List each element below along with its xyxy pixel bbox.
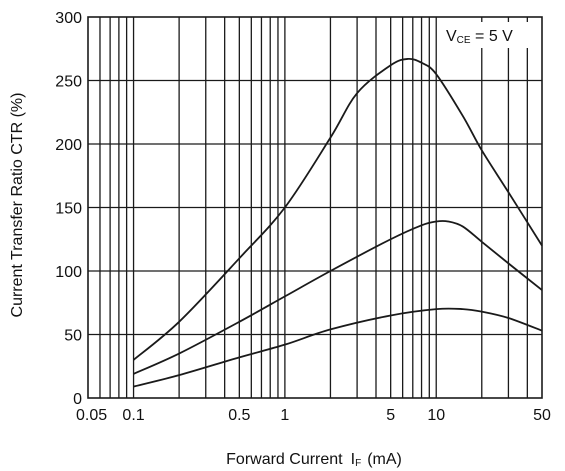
y-axis-label: Current Transfer Ratio CTR (%): [9, 93, 26, 318]
plot-frame: [87, 16, 543, 399]
y-tick-label: 0: [73, 391, 82, 408]
y-tick-label: 100: [55, 264, 82, 281]
condition-label-subscript: CE: [457, 35, 471, 46]
x-axis-label-subscript: F: [355, 458, 361, 469]
x-tick-label: 0.05: [76, 407, 107, 424]
condition-label-rest: = 5 V: [471, 28, 514, 45]
ctr-curve-3: [133, 307, 543, 388]
x-axis-label-unit: (mA): [367, 451, 402, 468]
ctr-curve-1: [132, 57, 543, 361]
x-axis-label: Forward Current IF (mA): [226, 451, 402, 469]
x-tick-label: 0.5: [228, 407, 250, 424]
x-tick-labels: 0.05 0.1 0.5 1 5 10 50: [76, 407, 551, 424]
y-tick-label: 150: [55, 201, 82, 218]
y-tick-label: 200: [55, 137, 82, 154]
x-tick-label: 5: [386, 407, 395, 424]
y-tick-label: 50: [64, 328, 82, 345]
x-tick-label: 1: [280, 407, 289, 424]
y-tick-labels: 0 50 100 150 200 250 300: [55, 10, 82, 408]
condition-label-background: [440, 22, 540, 48]
y-tick-label: 300: [55, 10, 82, 27]
curves: [132, 57, 543, 388]
x-tick-label: 10: [427, 407, 445, 424]
x-axis-label-symbol: I: [351, 451, 355, 468]
x-axis-label-text: Forward Current: [226, 451, 343, 468]
condition-label-main: V: [446, 28, 457, 45]
x-tick-label: 50: [533, 407, 551, 424]
y-tick-label: 250: [55, 74, 82, 91]
ctr-curve-2: [133, 220, 543, 375]
x-tick-label: 0.1: [122, 407, 144, 424]
condition-label: VCE = 5 V: [446, 28, 513, 46]
